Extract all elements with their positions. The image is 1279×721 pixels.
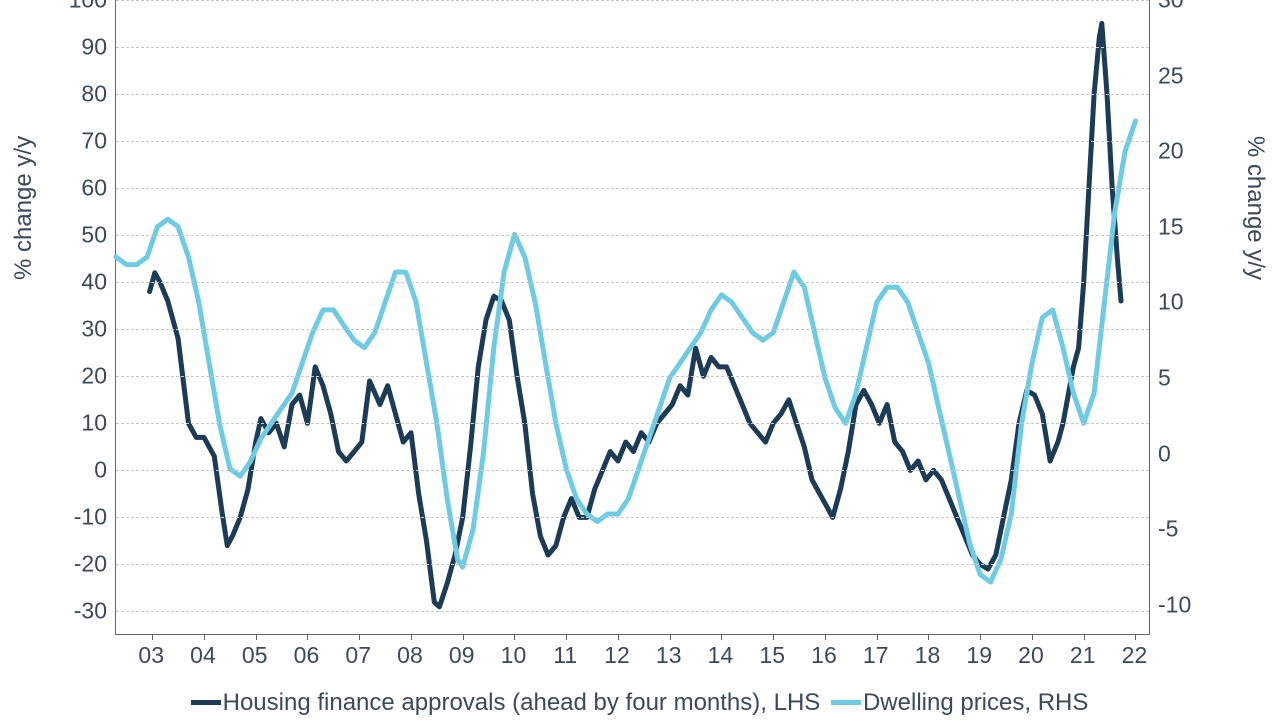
- xtick-mark: [256, 634, 257, 640]
- xtick-mark: [359, 634, 360, 640]
- series-finance-line: [150, 24, 1121, 607]
- ytick-left: 10: [81, 410, 107, 437]
- xtick-mark: [773, 634, 774, 640]
- legend-swatch-finance: [191, 700, 221, 705]
- xtick: 16: [811, 642, 837, 669]
- xtick: 11: [553, 642, 577, 669]
- grid-line: [116, 564, 1149, 565]
- xtick-mark: [514, 634, 515, 640]
- grid-line: [116, 470, 1149, 471]
- grid-line: [116, 517, 1149, 518]
- xtick-mark: [928, 634, 929, 640]
- xtick: 10: [501, 642, 527, 669]
- xtick: 20: [1018, 642, 1044, 669]
- xtick: 18: [915, 642, 941, 669]
- grid-line: [116, 235, 1149, 236]
- ytick-left: 90: [81, 34, 107, 61]
- ytick-left: 0: [94, 457, 107, 484]
- plot-area: [115, 0, 1150, 635]
- xtick-mark: [152, 634, 153, 640]
- chart-container: % change y/y % change y/y Housing financ…: [0, 0, 1279, 721]
- ytick-left: 80: [81, 81, 107, 108]
- ytick-right: 20: [1158, 138, 1184, 165]
- ytick-left: -10: [74, 504, 107, 531]
- xtick: 14: [708, 642, 734, 669]
- xtick-mark: [1084, 634, 1085, 640]
- ytick-right: -10: [1158, 591, 1191, 618]
- grid-line: [116, 0, 1149, 1]
- xtick-mark: [566, 634, 567, 640]
- xtick: 13: [656, 642, 682, 669]
- xtick: 15: [759, 642, 785, 669]
- xtick-mark: [307, 634, 308, 640]
- xtick-mark: [204, 634, 205, 640]
- legend-item-dwelling: Dwelling prices, RHS: [831, 689, 1088, 717]
- ytick-left: 40: [81, 269, 107, 296]
- xtick-mark: [1135, 634, 1136, 640]
- grid-line: [116, 423, 1149, 424]
- ytick-left: 30: [81, 316, 107, 343]
- xtick: 04: [190, 642, 216, 669]
- xtick-mark: [670, 634, 671, 640]
- ytick-right: 5: [1158, 364, 1171, 391]
- chart-svg: [116, 0, 1149, 634]
- xtick-mark: [721, 634, 722, 640]
- xtick-mark: [825, 634, 826, 640]
- ytick-left: -20: [74, 551, 107, 578]
- xtick-mark: [463, 634, 464, 640]
- xtick-mark: [411, 634, 412, 640]
- grid-line: [116, 141, 1149, 142]
- legend: Housing finance approvals (ahead by four…: [0, 684, 1279, 717]
- grid-line: [116, 188, 1149, 189]
- y-axis-left-label: % change y/y: [10, 136, 38, 280]
- ytick-left: 70: [81, 128, 107, 155]
- xtick: 08: [397, 642, 423, 669]
- ytick-right: 25: [1158, 62, 1184, 89]
- ytick-right: 10: [1158, 289, 1184, 316]
- ytick-right: -5: [1158, 516, 1178, 543]
- legend-item-finance: Housing finance approvals (ahead by four…: [191, 689, 821, 717]
- xtick: 19: [966, 642, 992, 669]
- grid-line: [116, 282, 1149, 283]
- grid-line: [116, 47, 1149, 48]
- legend-label-dwelling: Dwelling prices, RHS: [863, 689, 1088, 717]
- ytick-right: 0: [1158, 440, 1171, 467]
- legend-swatch-dwelling: [831, 700, 861, 705]
- series-dwelling-line: [116, 121, 1136, 582]
- grid-line: [116, 94, 1149, 95]
- ytick-left: 50: [81, 222, 107, 249]
- xtick: 03: [138, 642, 164, 669]
- ytick-right: 15: [1158, 213, 1184, 240]
- xtick-mark: [980, 634, 981, 640]
- xtick: 07: [345, 642, 371, 669]
- xtick-mark: [877, 634, 878, 640]
- grid-line: [116, 329, 1149, 330]
- xtick: 06: [294, 642, 320, 669]
- xtick: 22: [1122, 642, 1148, 669]
- y-axis-right-label: % change y/y: [1241, 136, 1269, 280]
- xtick: 21: [1070, 642, 1096, 669]
- ytick-left: -30: [74, 598, 107, 625]
- ytick-left: 100: [69, 0, 107, 14]
- ytick-left: 60: [81, 175, 107, 202]
- xtick: 09: [449, 642, 475, 669]
- ytick-right: 30: [1158, 0, 1184, 14]
- xtick: 12: [604, 642, 630, 669]
- legend-label-finance: Housing finance approvals (ahead by four…: [223, 689, 821, 717]
- grid-line: [116, 376, 1149, 377]
- xtick: 05: [242, 642, 268, 669]
- xtick-mark: [1032, 634, 1033, 640]
- grid-line: [116, 611, 1149, 612]
- ytick-left: 20: [81, 363, 107, 390]
- xtick-mark: [618, 634, 619, 640]
- xtick: 17: [863, 642, 889, 669]
